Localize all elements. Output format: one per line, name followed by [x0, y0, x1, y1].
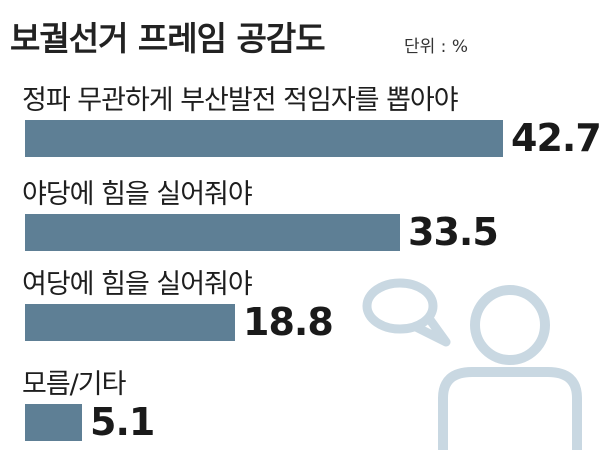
speech-bubble-icon	[362, 278, 451, 347]
category-label: 정파 무관하게 부산발전 적임자를 뽑아야	[22, 85, 459, 116]
data-label: 18.8	[243, 300, 334, 344]
bar	[25, 304, 235, 341]
unit-label: 단위 : %	[404, 37, 468, 57]
bar	[25, 214, 400, 251]
data-label: 5.1	[90, 400, 155, 444]
category-label: 여당에 힘을 실어줘야	[22, 269, 253, 300]
category-label: 모름/기타	[22, 369, 126, 400]
bar	[25, 120, 503, 157]
person-icon	[438, 285, 582, 450]
data-label: 42.7	[511, 116, 600, 160]
bar	[25, 404, 82, 441]
chart-title: 보궐선거 프레임 공감도	[10, 19, 326, 58]
data-label: 33.5	[408, 210, 499, 254]
category-label: 야당에 힘을 실어줘야	[22, 179, 253, 210]
